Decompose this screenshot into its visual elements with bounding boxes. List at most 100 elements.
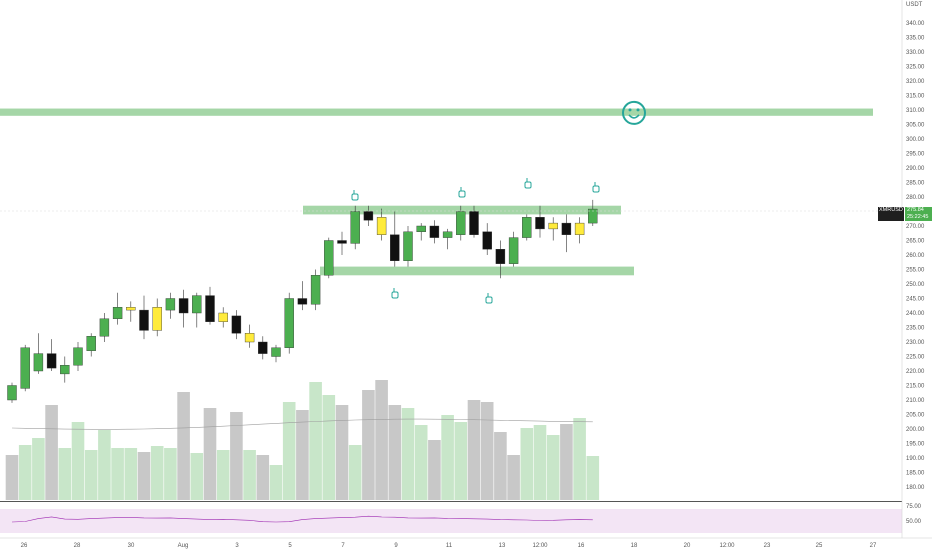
candle-body bbox=[522, 217, 532, 238]
volume-bar bbox=[124, 448, 138, 500]
x-tick-label: 3 bbox=[235, 543, 239, 549]
x-tick-label: 9 bbox=[394, 543, 398, 549]
y-tick-label: 280.00 bbox=[906, 195, 925, 201]
volume-bar bbox=[322, 395, 336, 500]
candle-body bbox=[588, 208, 598, 224]
y-axis-ticks: 340.00 335.00 330.00 325.00 320.00 315.00 310.… bbox=[906, 21, 925, 491]
candle-body bbox=[99, 318, 110, 337]
x-tick-label: 13 bbox=[499, 543, 506, 549]
volume-bar bbox=[375, 380, 388, 500]
volume-bar bbox=[137, 452, 151, 500]
volume-bar bbox=[309, 382, 322, 500]
pointing-hand-icon bbox=[592, 182, 600, 193]
y-tick-label: 335.00 bbox=[906, 36, 925, 42]
candle-body bbox=[33, 353, 44, 372]
volume-bars bbox=[5, 380, 600, 500]
x-tick-label: 16 bbox=[578, 543, 585, 549]
candle-body bbox=[192, 295, 202, 314]
volume-bar bbox=[111, 448, 124, 500]
candle-body bbox=[390, 234, 400, 261]
volume-moving-average bbox=[11, 418, 593, 430]
candle-body bbox=[86, 336, 96, 351]
volume-bar bbox=[5, 455, 19, 500]
last-price-tag: 275.84 25:22:45 bbox=[905, 207, 932, 221]
y-tick-label: 225.00 bbox=[906, 355, 925, 361]
candle-body bbox=[271, 347, 281, 357]
volume-bar bbox=[296, 410, 309, 500]
symbol-tag: XMRUSDT bbox=[878, 207, 906, 221]
candle-body bbox=[297, 298, 308, 305]
pane-divider bbox=[0, 501, 902, 502]
range-bottom-zone bbox=[320, 266, 634, 276]
candle-body bbox=[284, 298, 294, 348]
x-tick-label: 28 bbox=[74, 543, 81, 549]
volume-bar bbox=[190, 453, 204, 500]
rsi-tick-label: 75.00 bbox=[906, 504, 922, 510]
candle-body bbox=[231, 315, 242, 334]
x-tick-label: 11 bbox=[446, 543, 453, 549]
x-tick-label: 25 bbox=[816, 543, 823, 549]
volume-bar bbox=[520, 428, 534, 500]
candle-body bbox=[73, 347, 83, 366]
volume-bar bbox=[177, 392, 190, 500]
y-tick-label: 310.00 bbox=[906, 108, 925, 114]
volume-bar bbox=[269, 465, 283, 500]
y-tick-label: 270.00 bbox=[906, 224, 925, 230]
volume-bar bbox=[282, 402, 296, 500]
y-tick-label: 305.00 bbox=[906, 123, 925, 129]
volume-bar bbox=[573, 418, 586, 500]
candle-body bbox=[442, 231, 453, 238]
y-tick-label: 295.00 bbox=[906, 152, 925, 158]
candle-body bbox=[46, 353, 57, 369]
x-tick-label: Aug bbox=[178, 543, 189, 549]
volume-bar bbox=[533, 425, 547, 500]
rsi-line bbox=[11, 515, 593, 523]
volume-bar bbox=[586, 456, 600, 500]
candle-body bbox=[535, 217, 545, 230]
x-tick-label: 12:00 bbox=[719, 543, 735, 549]
y-tick-label: 220.00 bbox=[906, 369, 925, 375]
candlestick-series bbox=[7, 199, 598, 403]
volume-bar bbox=[58, 448, 72, 500]
volume-bar bbox=[230, 412, 243, 500]
y-tick-label: 290.00 bbox=[906, 166, 925, 172]
volume-bar bbox=[401, 408, 415, 500]
y-tick-label: 185.00 bbox=[906, 471, 925, 477]
candle-body bbox=[218, 312, 228, 322]
candle-body bbox=[60, 365, 70, 375]
volume-bar bbox=[18, 445, 32, 500]
x-tick-label: 12:00 bbox=[532, 543, 548, 549]
candle-body bbox=[561, 222, 572, 235]
candle-body bbox=[429, 225, 440, 238]
volume-bar bbox=[454, 422, 468, 500]
y-tick-label: 210.00 bbox=[906, 398, 925, 404]
y-tick-label: 330.00 bbox=[906, 50, 925, 56]
y-tick-label: 230.00 bbox=[906, 340, 925, 346]
currency-unit-label: USDT bbox=[906, 2, 923, 8]
volume-bar bbox=[84, 450, 98, 500]
candle-body bbox=[258, 341, 268, 354]
y-tick-label: 320.00 bbox=[906, 79, 925, 85]
x-tick-label: 7 bbox=[341, 543, 345, 549]
volume-bar bbox=[256, 455, 270, 500]
volume-bar bbox=[45, 405, 58, 500]
x-tick-label: 20 bbox=[684, 543, 691, 549]
candle-body bbox=[165, 298, 176, 311]
candle-body bbox=[126, 307, 136, 311]
volume-bar bbox=[441, 415, 454, 500]
resistance-zone bbox=[0, 108, 873, 116]
candle-body bbox=[337, 240, 347, 244]
volume-bar bbox=[560, 424, 573, 500]
candle-body bbox=[416, 225, 426, 232]
volume-bar bbox=[388, 405, 402, 500]
volume-bar bbox=[480, 402, 494, 500]
rsi-band bbox=[0, 509, 902, 533]
pointing-hand-icon bbox=[485, 293, 493, 304]
x-tick-label: 30 bbox=[128, 543, 135, 549]
candle-body bbox=[403, 231, 413, 262]
volume-bar bbox=[507, 455, 520, 500]
pointing-hand-icon bbox=[458, 187, 466, 198]
rsi-axis-ticks: 75.00 50.00 bbox=[906, 504, 922, 525]
candle-body bbox=[20, 347, 30, 389]
